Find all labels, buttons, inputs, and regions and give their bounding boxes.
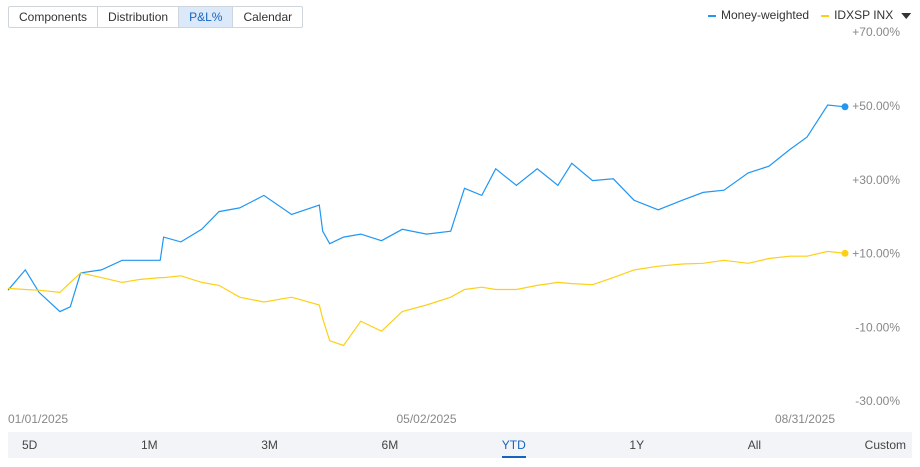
legend-label: Money-weighted bbox=[721, 8, 809, 22]
y-tick-label: +30.00% bbox=[852, 173, 900, 187]
view-tab[interactable]: Distribution bbox=[97, 7, 178, 27]
legend-dropdown[interactable] bbox=[901, 13, 912, 19]
range-button[interactable]: 1Y bbox=[629, 438, 645, 452]
view-tabs: Components Distribution P&L% Calendar bbox=[8, 6, 304, 28]
range-button[interactable]: 1M bbox=[140, 438, 158, 452]
view-tab[interactable]: Calendar bbox=[232, 7, 302, 27]
x-tick-label: 08/31/2025 bbox=[775, 412, 835, 426]
view-tab[interactable]: Components bbox=[19, 10, 88, 24]
x-tick-label: 01/01/2025 bbox=[8, 412, 68, 426]
range-bar: 5D 1M 3M 6M YTD 1Y All Custom bbox=[8, 432, 912, 458]
y-tick-label: -10.00% bbox=[855, 320, 900, 334]
series-line bbox=[7, 250, 846, 347]
range-button[interactable]: 5D bbox=[22, 438, 38, 452]
range-button[interactable]: 3M bbox=[261, 438, 278, 452]
y-tick-label: +50.00% bbox=[852, 99, 900, 113]
y-tick-label: +10.00% bbox=[852, 247, 900, 261]
range-button[interactable]: All bbox=[747, 438, 762, 452]
range-button[interactable]: 6M bbox=[381, 438, 399, 452]
view-tab[interactable]: P&L% bbox=[178, 7, 233, 27]
end-point bbox=[841, 249, 849, 257]
chart: -30.00% -10.00% +10.00% +30.00% +50.00% +70.0… bbox=[7, 8, 912, 426]
x-tick-label: 05/02/2025 bbox=[396, 412, 456, 426]
y-tick-label: +70.00% bbox=[852, 25, 900, 39]
legend-label: IDXSP INX bbox=[834, 8, 893, 22]
series-line bbox=[7, 104, 846, 313]
range-button[interactable]: Custom bbox=[864, 438, 906, 452]
end-point bbox=[841, 103, 849, 111]
range-button[interactable]: YTD bbox=[501, 438, 526, 458]
y-tick-label: -30.00% bbox=[855, 394, 900, 408]
